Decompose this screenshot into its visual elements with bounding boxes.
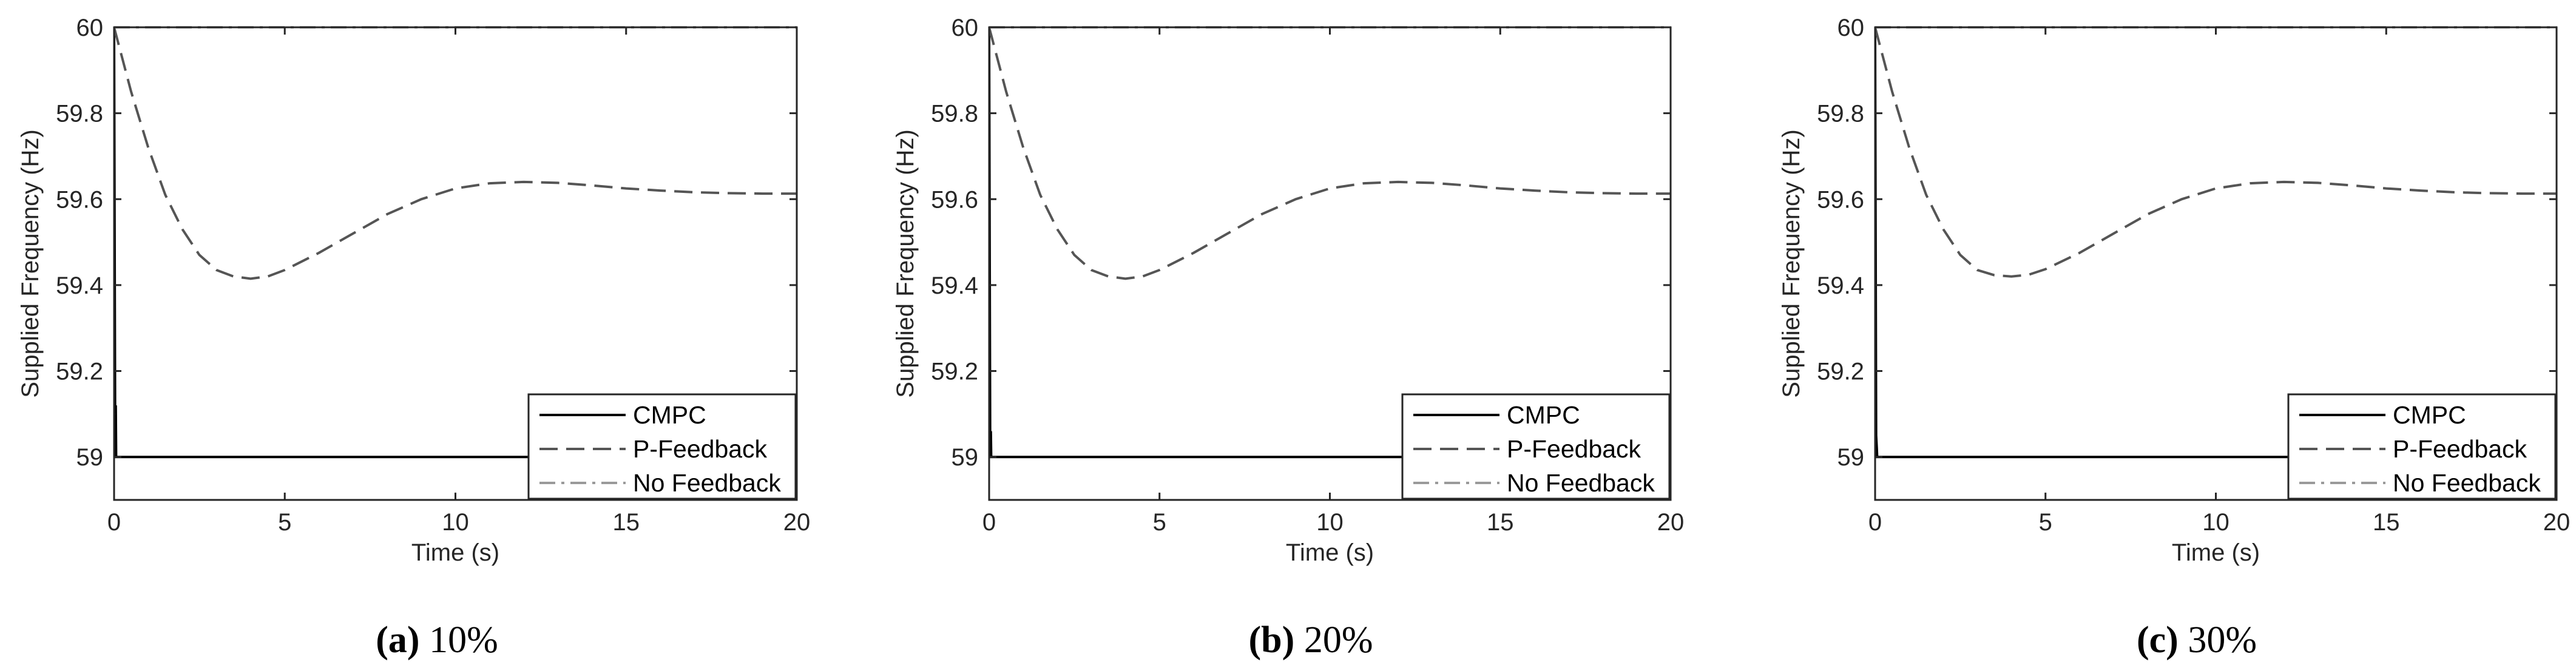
y-tick-label: 60 [952,15,979,41]
y-tick-label: 60 [1837,15,1865,41]
legend: CMPC P-Feedback No Feedback [2287,393,2557,500]
series-line-cmpc [989,27,1671,459]
y-axis-label: Supplied Frequency (Hz) [17,129,44,397]
caption-letter: (c) [2137,619,2179,661]
y-tick-label: 59 [952,444,979,471]
caption-text: 10% [429,619,498,661]
subfigure-caption: (a) 10% [376,619,498,661]
chart-panel-1: 0 5 10 15 20 59 59.2 59.4 59.6 59.8 60 Time (s) Supp… [892,15,1684,661]
legend-entry: No Feedback [1507,469,1655,497]
y-tick-label: 59.4 [931,272,978,299]
x-tick-label: 20 [783,509,811,536]
x-tick-label: 20 [1657,509,1685,536]
y-tick-label: 59 [1837,444,1865,471]
y-tick-label: 59.8 [931,101,978,127]
series-line-cmpc [114,27,797,459]
y-tick-label: 60 [76,15,104,41]
series-line-p-feedback [1875,27,2557,278]
caption-letter: (a) [376,619,419,661]
x-axis-label: Time (s) [411,539,499,566]
series-line-p-feedback [114,27,797,280]
legend-entry: CMPC [1507,401,1580,429]
x-tick-label: 15 [1487,509,1514,536]
legend-box [527,393,797,500]
x-tick-label: 0 [1868,509,1882,536]
y-tick-label: 59.4 [1817,272,1864,299]
legend-entry: No Feedback [2393,469,2541,497]
legend-entry: CMPC [633,401,706,429]
y-tick-label: 59.6 [56,186,103,213]
series-line-cmpc [1875,27,2557,459]
caption-space [1294,619,1304,661]
x-tick-label: 0 [107,509,121,536]
x-tick-label: 15 [2373,509,2400,536]
subfigure-caption: (b) 20% [1249,619,1373,661]
x-tick-label: 5 [2039,509,2052,536]
y-tick-label: 59 [76,444,104,471]
y-tick-label: 59.8 [56,101,103,127]
legend: CMPC P-Feedback No Feedback [527,393,797,500]
y-tick-label: 59.4 [56,272,103,299]
x-axis-label: Time (s) [2172,539,2260,566]
subfigure-caption: (c) 30% [2137,619,2257,661]
x-tick-label: 0 [982,509,996,536]
x-tick-label: 10 [1316,509,1344,536]
caption-space [2179,619,2188,661]
y-axis-label: Supplied Frequency (Hz) [892,129,919,397]
y-tick-label: 59.6 [1817,186,1864,213]
x-tick-label: 10 [2202,509,2229,536]
x-tick-label: 5 [1153,509,1166,536]
legend-entry: CMPC [2393,401,2466,429]
caption-letter: (b) [1249,619,1295,661]
y-axis-label: Supplied Frequency (Hz) [1778,129,1805,397]
legend-entry: P-Feedback [633,435,768,463]
x-tick-label: 20 [2543,509,2571,536]
caption-space [420,619,430,661]
x-tick-label: 5 [278,509,291,536]
x-tick-label: 10 [442,509,469,536]
legend-entry: P-Feedback [1507,435,1641,463]
y-tick-label: 59.8 [1817,101,1864,127]
y-tick-label: 59.6 [931,186,978,213]
series-line-p-feedback [989,27,1671,280]
legend-entry: P-Feedback [2393,435,2527,463]
x-axis-label: Time (s) [1286,539,1374,566]
chart-panel-0: 0 5 10 15 20 59 59.2 59.4 59.6 59.8 60 Time (s) Supp… [17,15,810,661]
x-tick-label: 15 [613,509,640,536]
y-tick-label: 59.2 [56,359,103,385]
legend-box [2287,393,2557,500]
legend-entry: No Feedback [633,469,781,497]
caption-text: 30% [2188,619,2257,661]
y-tick-label: 59.2 [1817,359,1864,385]
legend-box [1401,393,1671,500]
legend: CMPC P-Feedback No Feedback [1401,393,1671,500]
caption-text: 20% [1304,619,1373,661]
chart-panel-2: 0 5 10 15 20 59 59.2 59.4 59.6 59.8 60 Time (s) Supp… [1778,15,2570,661]
y-tick-label: 59.2 [931,359,978,385]
